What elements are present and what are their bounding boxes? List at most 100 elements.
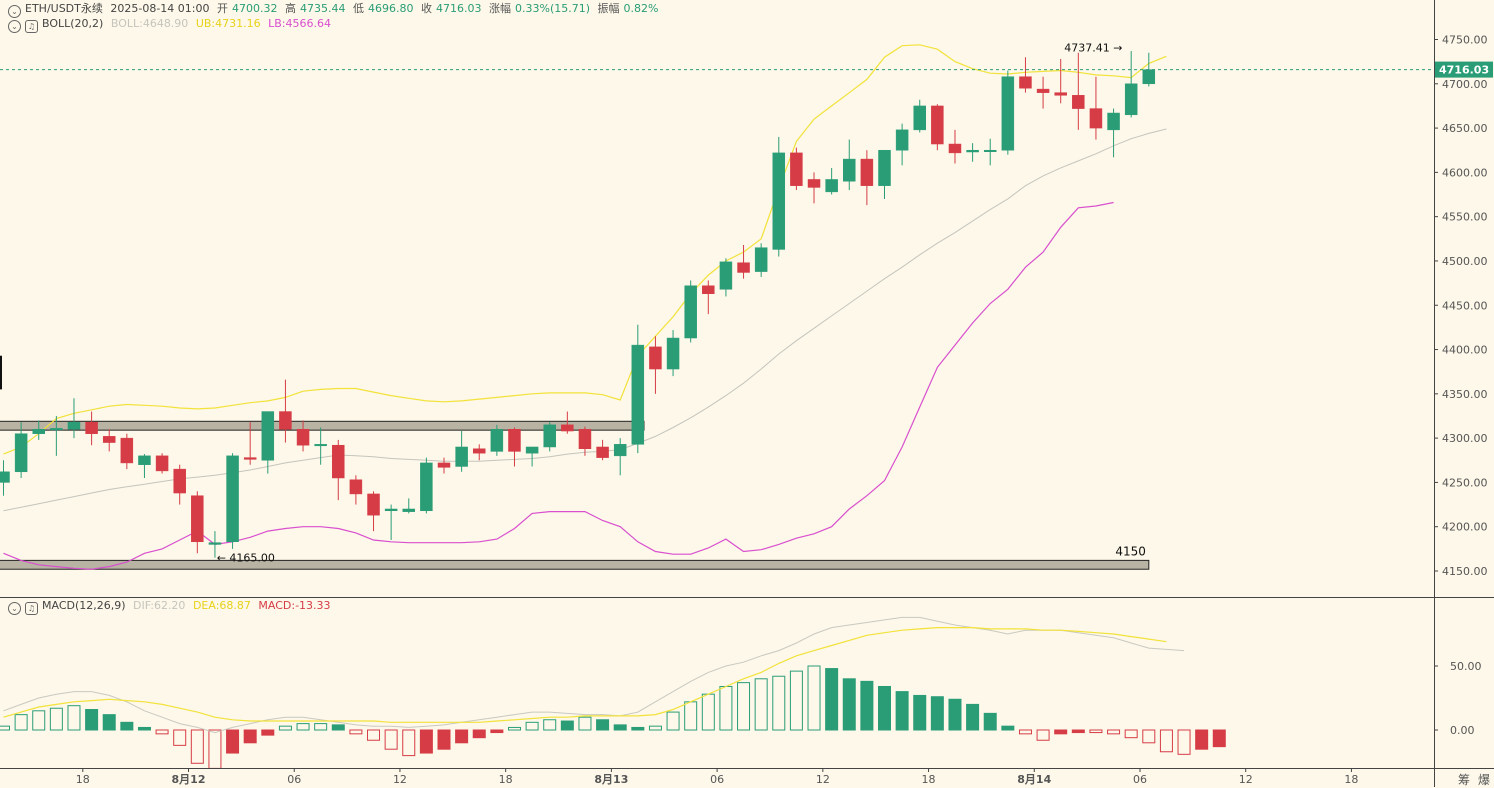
candle-body — [102, 436, 116, 443]
macd-bar — [402, 729, 416, 757]
candle-body — [314, 444, 327, 447]
macd-bar — [384, 729, 398, 750]
price-tick-label: 4400.00 — [1442, 344, 1488, 357]
candle-body — [1072, 95, 1085, 109]
chevron-down-icon[interactable]: ⌄ — [8, 602, 21, 615]
boll-lb-value: LB:4566.64 — [268, 17, 331, 30]
macd-bar — [155, 729, 169, 735]
macd-bar — [789, 670, 803, 731]
candle-body — [138, 455, 151, 465]
macd-bar — [1212, 729, 1226, 748]
candle-body — [860, 158, 874, 186]
price-tick-label: 4600.00 — [1442, 166, 1488, 179]
macd-dea-line — [3, 626, 1167, 723]
macd-bar — [578, 716, 592, 731]
time-tick-label: 18 — [1344, 773, 1358, 786]
candle-body — [1001, 76, 1015, 151]
chip-distribution-button[interactable]: 筹 — [1458, 773, 1471, 787]
candle-body — [578, 429, 592, 450]
macd-bar — [860, 680, 874, 731]
candle-body — [543, 424, 556, 448]
macd-bar — [1089, 729, 1103, 734]
macd-bar — [243, 729, 257, 744]
candle-body — [631, 344, 645, 445]
candle-body — [50, 428, 63, 431]
macd-bar — [825, 668, 839, 731]
macd-bar — [419, 729, 433, 754]
candle-body — [754, 247, 768, 272]
macd-bar — [737, 682, 751, 731]
candle-body — [367, 493, 380, 516]
candle-body — [455, 446, 468, 467]
candle-body — [332, 444, 345, 479]
datetime-label: 2025-08-14 01:00 — [110, 2, 210, 15]
time-tick-label: 18 — [76, 773, 90, 786]
candle-body — [737, 262, 750, 273]
candle-body — [402, 508, 416, 512]
macd-panel — [0, 616, 1226, 769]
price-tick-label: 4150.00 — [1442, 565, 1488, 578]
candle-body — [931, 105, 944, 145]
price-tick-label: 4750.00 — [1442, 34, 1488, 47]
change-value: 0.33%(15.71) — [515, 2, 591, 15]
macd-bar — [1036, 729, 1050, 741]
chevron-down-icon[interactable]: ⌄ — [8, 5, 21, 18]
macd-bar — [1124, 729, 1138, 739]
bell-icon[interactable]: ♫ — [25, 602, 38, 615]
price-tick-label: 4650.00 — [1442, 122, 1488, 135]
candle-body — [983, 149, 997, 152]
candle-body — [384, 508, 398, 512]
candle-body — [613, 444, 627, 457]
candle-body — [173, 468, 186, 494]
high-label: 高 — [285, 2, 296, 15]
candle-body — [490, 429, 504, 452]
candlesticks[interactable] — [0, 51, 1156, 558]
macd-bar — [137, 726, 151, 731]
candle-body — [32, 429, 45, 434]
liquidation-button[interactable]: 爆 — [1478, 773, 1491, 787]
macd-bar — [455, 729, 469, 744]
chevron-down-icon[interactable]: ⌄ — [8, 20, 21, 33]
candle-body — [719, 261, 733, 290]
candle-body — [1019, 76, 1032, 89]
macd-bar — [208, 729, 222, 769]
boll-name: BOLL(20,2) — [42, 17, 104, 30]
macd-bar — [102, 714, 116, 731]
amplitude-value: 0.82% — [623, 2, 659, 15]
macd-bar — [525, 721, 539, 731]
macd-bar — [772, 675, 786, 731]
candle-body — [825, 179, 838, 193]
symbol-label: ETH/USDT永续 — [25, 2, 103, 15]
macd-bar — [807, 665, 821, 731]
macd-bar — [261, 729, 275, 736]
macd-bar — [32, 710, 46, 731]
macd-bar — [1177, 729, 1191, 755]
candle-body — [913, 105, 926, 131]
candle-body — [1124, 83, 1138, 116]
macd-bar — [966, 703, 980, 731]
candle-body — [525, 446, 539, 454]
price-tick-label: 4350.00 — [1442, 388, 1488, 401]
close-value: 4716.03 — [436, 2, 482, 15]
candle-body — [85, 421, 98, 434]
candle-body — [1036, 88, 1050, 93]
bell-icon[interactable]: ♫ — [25, 20, 38, 33]
macd-bar — [631, 726, 645, 731]
candle-body — [561, 424, 574, 432]
macd-tick-label: 0.00 — [1450, 724, 1475, 737]
price-tick-label: 4200.00 — [1442, 521, 1488, 534]
macd-dif-value: DIF:62.20 — [133, 599, 186, 612]
candle-body — [67, 421, 81, 430]
price-tick-label: 4500.00 — [1442, 255, 1488, 268]
macd-name: MACD(12,26,9) — [42, 599, 126, 612]
macd-bar — [349, 729, 363, 735]
price-tick-label: 4250.00 — [1442, 476, 1488, 489]
horizontal-zones — [0, 420, 1150, 570]
macd-bar — [367, 729, 381, 741]
macd-bar — [314, 723, 328, 731]
candle-body — [948, 143, 962, 154]
